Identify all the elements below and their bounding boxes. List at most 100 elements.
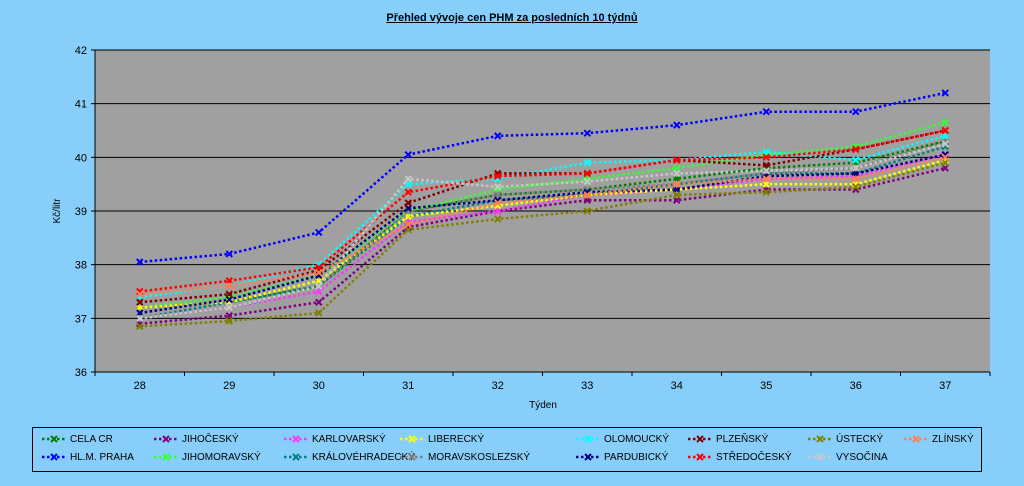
data-point [673, 121, 681, 129]
y-tick-label: 42 [75, 45, 87, 57]
y-tick-label: 38 [75, 260, 87, 272]
x-tick-label: 32 [492, 380, 504, 392]
data-point [762, 108, 770, 116]
legend-item: KRÁLOVÉHRADECKÝ [283, 452, 415, 463]
legend-item: ÚSTECKÝ [807, 434, 883, 445]
data-point [136, 322, 144, 331]
data-point [941, 126, 949, 135]
data-point [136, 314, 144, 323]
data-point [225, 250, 233, 258]
y-tick-label: 37 [75, 313, 87, 325]
series-line-14 [139, 156, 946, 296]
data-point [404, 175, 412, 183]
data-point [225, 317, 233, 325]
series-line-12 [139, 161, 946, 328]
data-point [941, 153, 949, 162]
y-axis-label: Kč/litr [52, 198, 63, 224]
legend-item: LIBERECKÝ [399, 434, 484, 445]
data-point [315, 269, 323, 277]
x-tick-label: 35 [760, 380, 772, 392]
data-point [673, 180, 681, 188]
data-point [852, 183, 860, 191]
x-tick-label: 29 [223, 380, 235, 392]
data-point [852, 175, 860, 183]
legend-item: STŘEDOČESKÝ [687, 452, 792, 463]
data-point [225, 282, 233, 290]
legend-item: JIHOMORAVSKÝ [153, 452, 261, 463]
legend-label: ZLÍNSKÝ [932, 434, 974, 445]
x-tick-label: 36 [850, 380, 862, 392]
x-tick-label: 31 [402, 380, 414, 392]
x-tick-label: 30 [313, 380, 325, 392]
series-line-5 [139, 145, 946, 320]
legend-label: ÚSTECKÝ [836, 434, 884, 445]
data-point [494, 199, 502, 207]
x-tick-label: 28 [134, 380, 146, 392]
data-point [762, 153, 770, 162]
data-point [494, 215, 502, 223]
data-point [225, 290, 233, 298]
x-axis-label: Týden [529, 400, 557, 411]
legend-swatch [688, 435, 712, 444]
data-point [583, 177, 591, 186]
data-point [583, 158, 591, 167]
data-point [583, 169, 591, 178]
series-line-8 [139, 134, 946, 299]
data-point [941, 89, 949, 97]
y-tick-label: 41 [75, 99, 87, 111]
legend-item: HL.M. PRAHA [41, 452, 134, 463]
legend-swatch [154, 453, 178, 462]
legend-label: JIHOMORAVSKÝ [182, 452, 261, 463]
data-point [225, 303, 233, 312]
legend-swatch [400, 435, 424, 444]
series-line-3 [139, 121, 946, 309]
data-point [136, 290, 144, 298]
series-line-6 [139, 158, 946, 309]
data-point [941, 118, 949, 127]
legend-swatch [42, 453, 66, 462]
y-tick-label: 39 [75, 206, 87, 218]
data-point [404, 220, 412, 229]
data-point [852, 164, 860, 172]
legend-label: PLZEŇSKÝ [716, 434, 769, 445]
legend-item: OLOMOUCKÝ [575, 434, 669, 445]
legend-swatch [808, 435, 832, 444]
legend-item: CELA CR [41, 434, 113, 445]
data-point [583, 207, 591, 215]
data-point [404, 150, 412, 159]
legend-swatch [688, 453, 712, 462]
chart-legend: CELA CR HL.M. PRAHA JIHOČESKÝ JIHOMORAVSKÝ K… [32, 427, 982, 472]
y-tick-label: 36 [75, 367, 87, 379]
legend-label: OLOMOUCKÝ [604, 434, 670, 445]
data-point [583, 191, 591, 199]
legend-swatch [284, 453, 308, 462]
x-tick-label: 34 [671, 380, 683, 392]
legend-label: KARLOVARSKÝ [312, 434, 386, 445]
series-line-2 [139, 166, 946, 325]
legend-swatch [576, 435, 600, 444]
data-point [404, 199, 412, 207]
data-point [315, 298, 323, 306]
data-point [762, 188, 770, 196]
data-point [315, 282, 323, 290]
legend-item: MORAVSKOSLEZSKÝ [399, 452, 530, 463]
legend-label: KRÁLOVÉHRADECKÝ [312, 452, 415, 463]
data-point [762, 167, 770, 175]
legend-item: PARDUBICKÝ [575, 452, 668, 463]
data-point [852, 145, 860, 153]
data-point [494, 183, 502, 191]
series-line-10 [139, 129, 946, 304]
legend-label: MORAVSKOSLEZSKÝ [428, 452, 531, 463]
legend-label: STŘEDOČESKÝ [716, 452, 792, 463]
data-point [315, 309, 323, 317]
legend-label: JIHOČESKÝ [182, 434, 239, 445]
data-point [136, 298, 144, 306]
legend-swatch [904, 435, 928, 444]
data-point [494, 132, 502, 140]
data-point [494, 172, 502, 180]
legend-item: ZLÍNSKÝ [903, 434, 974, 445]
series-line-4 [139, 153, 946, 320]
x-tick-label: 33 [581, 380, 593, 392]
data-point [673, 191, 681, 199]
